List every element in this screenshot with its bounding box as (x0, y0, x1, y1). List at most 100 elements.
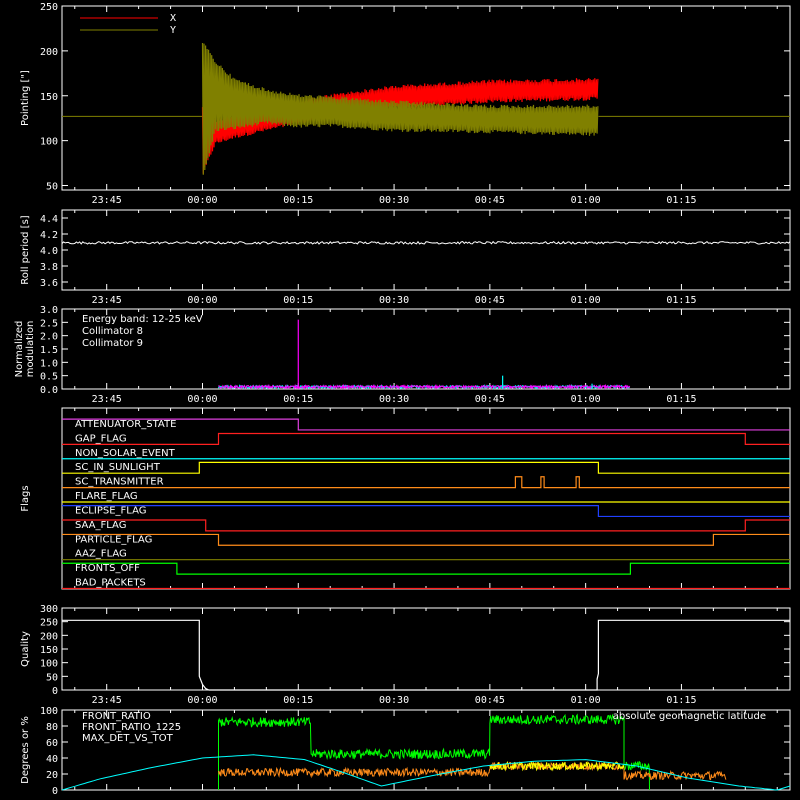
x-tick-label: 00:15 (283, 695, 313, 706)
y-tick-label: 4.4 (40, 214, 58, 225)
flag-label: ECLIPSE_FLAG (75, 505, 146, 516)
flag-label: NON_SOLAR_EVENT (75, 448, 176, 459)
modulation-legend-label: Energy band: 12-25 keV (82, 314, 203, 325)
x-tick-label: 00:30 (379, 295, 409, 306)
flag-label: ATTENUATOR_STATE (75, 419, 176, 430)
y-tick-label: 150 (40, 92, 58, 103)
x-tick-label: 00:45 (475, 195, 505, 206)
x-tick-label: 23:45 (92, 295, 122, 306)
ratios-series (489, 761, 625, 772)
quality-panel: 23:45 00:00 00:15 00:30 00:45 01:00 01:15 0 50 10… (20, 604, 791, 706)
x-tick-label: 00:00 (187, 695, 217, 706)
y-tick-label: 250 (40, 618, 58, 629)
y-tick-label: 200 (40, 47, 58, 58)
y-tick-label: 1.0 (40, 358, 58, 369)
flag-line (62, 432, 790, 445)
y-tick-label: 0 (52, 786, 58, 797)
quality-ylabel: Quality (20, 631, 31, 667)
x-tick-label: 00:00 (187, 394, 217, 405)
flags-ylabel: Flags (20, 485, 31, 511)
y-tick-label: 150 (40, 645, 58, 656)
flag-label: PARTICLE_FLAG (75, 534, 152, 545)
x-tick-label: 00:30 (379, 394, 409, 405)
y-tick-label: 3.8 (40, 262, 58, 273)
flag-line (62, 476, 790, 489)
ratios-ylabel: Degrees or % (20, 716, 31, 784)
y-tick-label: 4.0 (40, 246, 58, 257)
flag-line (62, 562, 790, 575)
x-tick-label: 01:00 (571, 295, 601, 306)
x-tick-label: 00:15 (283, 394, 313, 405)
y-tick-label: 0 (52, 686, 58, 697)
x-tick-label: 00:15 (283, 295, 313, 306)
flag-line (62, 519, 790, 532)
flag-label: AAZ_FLAG (75, 549, 127, 560)
y-tick-label: 100 (40, 706, 58, 717)
flag-label: BAD_PACKETS (75, 578, 146, 589)
x-tick-label: 00:45 (475, 394, 505, 405)
x-tick-label: 01:15 (666, 195, 696, 206)
y-tick-label: 50 (46, 182, 58, 193)
flag-line (62, 505, 790, 518)
pointing-panel: 23:45 00:00 00:15 00:30 00:45 01:00 01:15 50 100… (20, 2, 791, 206)
x-tick-label: 01:00 (571, 695, 601, 706)
flag-label: FLARE_FLAG (75, 491, 138, 502)
x-tick-label: 00:00 (187, 295, 217, 306)
ratios-panel: 0 20 40 60 80 100 Degrees or % FRONT_RATIOFRONT… (20, 706, 791, 797)
quality-series (62, 619, 790, 691)
flag-label: SC_IN_SUNLIGHT (75, 462, 161, 473)
y-tick-label: 4.2 (40, 230, 58, 241)
y-tick-label: 3.0 (40, 305, 58, 316)
x-tick-label: 23:45 (92, 695, 122, 706)
modulation-series-1 (218, 383, 631, 391)
x-tick-label: 00:45 (475, 295, 505, 306)
y-tick-label: 100 (40, 659, 58, 670)
x-tick-label: 23:45 (92, 394, 122, 405)
ratios-legend-label: FRONT_RATIO_1225 (82, 722, 181, 733)
y-tick-label: 80 (46, 722, 58, 733)
ratios-series (218, 713, 650, 791)
y-tick-label: 250 (40, 2, 58, 13)
y-tick-label: 50 (46, 672, 58, 683)
y-tick-label: 1.5 (40, 345, 58, 356)
x-tick-label: 01:15 (666, 695, 696, 706)
x-tick-label: 00:15 (283, 195, 313, 206)
pointing-series-Y (201, 42, 599, 175)
ratios-legend-label: absolute geomagnetic latitude (613, 711, 766, 722)
y-tick-label: 40 (46, 754, 58, 765)
roll-ylabel: Roll period [s] (20, 215, 31, 284)
modulation-ylabel: Normalizedmodulation (14, 321, 36, 378)
legend-label: Y (170, 25, 176, 36)
y-tick-label: 2.5 (40, 318, 58, 329)
x-tick-label: 01:15 (666, 295, 696, 306)
flags-frame (61, 407, 791, 590)
y-tick-label: 20 (46, 770, 58, 781)
ratios-legend-label: MAX_DET_VS_TOT (82, 733, 174, 744)
modulation-legend-label: Collimator 8 (82, 326, 143, 337)
flag-line (62, 418, 790, 431)
y-tick-label: 0.5 (40, 372, 58, 383)
flag-label: SAA_FLAG (75, 520, 126, 531)
modulation-ylabel-line: Normalized (14, 321, 25, 378)
y-tick-label: 300 (40, 604, 58, 615)
flags-panel: Flags ATTENUATOR_STATE GAP_FLAG NON_SOLAR_E… (20, 407, 791, 590)
x-tick-label: 01:00 (571, 195, 601, 206)
x-tick-label: 01:15 (666, 394, 696, 405)
ratios-legend-label: FRONT_RATIO (82, 711, 151, 722)
x-tick-label: 23:45 (92, 195, 122, 206)
roll-frame (61, 209, 791, 291)
flag-line (62, 533, 790, 546)
flag-label: GAP_FLAG (75, 433, 127, 444)
modulation-legend-label: Collimator 9 (82, 338, 143, 349)
modulation-ylabel-line: modulation (25, 321, 36, 378)
y-tick-label: 100 (40, 137, 58, 148)
legend-label: X (170, 13, 176, 24)
ratios-series (218, 760, 727, 781)
y-tick-label: 200 (40, 631, 58, 642)
flag-label: SC_TRANSMITTER (75, 477, 164, 488)
x-tick-label: 00:30 (379, 195, 409, 206)
y-tick-label: 2.0 (40, 332, 58, 343)
y-tick-label: 0.0 (40, 385, 58, 396)
ratios-series (61, 754, 791, 791)
